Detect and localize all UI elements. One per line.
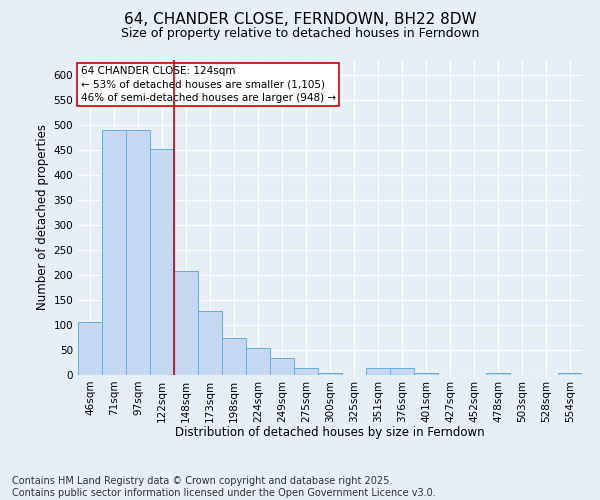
Text: Contains HM Land Registry data © Crown copyright and database right 2025.
Contai: Contains HM Land Registry data © Crown c…	[12, 476, 436, 498]
Text: Size of property relative to detached houses in Ferndown: Size of property relative to detached ho…	[121, 28, 479, 40]
Bar	[126, 130, 150, 375]
Text: 64, CHANDER CLOSE, FERNDOWN, BH22 8DW: 64, CHANDER CLOSE, FERNDOWN, BH22 8DW	[124, 12, 476, 28]
Text: 64 CHANDER CLOSE: 124sqm
← 53% of detached houses are smaller (1,105)
46% of sem: 64 CHANDER CLOSE: 124sqm ← 53% of detach…	[80, 66, 335, 102]
Bar	[366, 368, 390, 375]
Bar	[198, 311, 222, 375]
Bar	[486, 372, 510, 375]
Bar	[102, 130, 126, 375]
Bar	[558, 372, 582, 375]
Bar	[390, 368, 414, 375]
Bar	[294, 368, 318, 375]
Bar	[414, 372, 438, 375]
Bar	[150, 148, 174, 375]
Bar	[78, 322, 102, 375]
Y-axis label: Number of detached properties: Number of detached properties	[36, 124, 49, 310]
X-axis label: Distribution of detached houses by size in Ferndown: Distribution of detached houses by size …	[175, 426, 485, 439]
Bar	[174, 270, 198, 375]
Bar	[222, 338, 246, 375]
Bar	[318, 372, 342, 375]
Bar	[246, 348, 270, 375]
Bar	[270, 358, 294, 375]
